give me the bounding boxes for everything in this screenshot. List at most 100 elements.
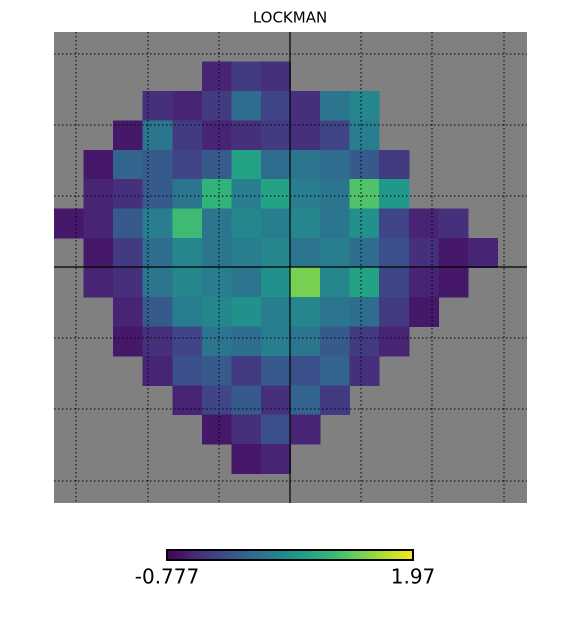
map-cell <box>231 444 262 475</box>
map-cell <box>201 149 232 180</box>
map-cell <box>260 120 291 151</box>
map-cell <box>320 179 351 210</box>
map-cell <box>231 385 262 416</box>
map-cell <box>379 238 410 268</box>
map-cell <box>172 267 203 298</box>
map-cell <box>113 179 144 210</box>
map-cell <box>290 179 321 210</box>
map-cell <box>408 238 439 268</box>
map-cell <box>231 238 262 268</box>
map-cell <box>379 267 410 298</box>
colorbar-max-label: 1.97 <box>391 565 436 589</box>
map-cell <box>349 179 380 210</box>
map-cell <box>113 267 144 298</box>
map-cell <box>231 61 262 92</box>
map-cell <box>172 326 203 357</box>
map-cell <box>83 149 114 180</box>
map-cell <box>142 238 173 268</box>
map-cell <box>438 267 469 298</box>
map-cell <box>201 208 232 239</box>
map-cell <box>320 149 351 180</box>
map-cell <box>260 355 291 386</box>
map-cell <box>260 238 291 268</box>
map-cell <box>142 296 173 327</box>
map-cell <box>201 385 232 416</box>
map-cell <box>201 267 232 298</box>
map-cell <box>172 90 203 121</box>
map-cell <box>349 90 380 121</box>
map-cell <box>290 414 321 445</box>
map-cell <box>290 90 321 121</box>
map-cell <box>231 296 262 327</box>
map-cell <box>54 208 85 239</box>
map-cell <box>320 355 351 386</box>
map-cell <box>379 296 410 327</box>
map-cell <box>438 208 469 239</box>
map-cell <box>467 238 498 268</box>
map-cell <box>260 444 291 475</box>
map-cell <box>290 208 321 239</box>
map-cell <box>201 179 232 210</box>
map-cell <box>260 149 291 180</box>
map-cell <box>320 296 351 327</box>
map-cell <box>408 296 439 327</box>
map-cell <box>201 238 232 268</box>
map-cell <box>349 208 380 239</box>
map-cell <box>231 267 262 298</box>
map-cell <box>83 238 114 268</box>
map-cell <box>83 267 114 298</box>
map-cell <box>83 179 114 210</box>
map-cell <box>379 149 410 180</box>
map-cell <box>201 61 232 92</box>
map-cell <box>408 267 439 298</box>
map-cell <box>142 90 173 121</box>
map-cell <box>320 267 351 298</box>
map-cell <box>349 238 380 268</box>
map-cell <box>290 355 321 386</box>
map-cell <box>349 355 380 386</box>
colorbar-min-label: -0.777 <box>135 565 199 589</box>
map-cell <box>231 414 262 445</box>
map-cell <box>349 267 380 298</box>
map-cell <box>142 326 173 357</box>
map-cell <box>142 149 173 180</box>
map-cell <box>172 296 203 327</box>
map-cell <box>290 120 321 151</box>
map-cell <box>172 385 203 416</box>
map-cell <box>142 179 173 210</box>
map-cell <box>290 385 321 416</box>
map-cell <box>320 238 351 268</box>
map-cell <box>83 208 114 239</box>
map-cell <box>408 208 439 239</box>
map-cell <box>172 208 203 239</box>
map-cell <box>260 326 291 357</box>
map-cell <box>142 208 173 239</box>
colorbar <box>166 549 414 561</box>
map-cell <box>349 296 380 327</box>
map-cell <box>260 61 291 92</box>
map-cell <box>379 326 410 357</box>
map-cell <box>231 179 262 210</box>
map-cell <box>113 238 144 268</box>
map-cell <box>260 208 291 239</box>
map-cell <box>260 90 291 121</box>
map-cell <box>231 208 262 239</box>
map-cell <box>231 149 262 180</box>
map-cell <box>290 326 321 357</box>
map-cell <box>260 385 291 416</box>
map-cell <box>113 296 144 327</box>
map-cell <box>113 149 144 180</box>
map-cell <box>113 208 144 239</box>
map-cell <box>438 238 469 268</box>
map-cell <box>172 149 203 180</box>
map-cell <box>290 267 321 298</box>
map-cell <box>142 267 173 298</box>
map-cell <box>260 414 291 445</box>
map-cell <box>231 90 262 121</box>
chart-title: LOCKMAN <box>253 9 327 27</box>
map-cell <box>201 90 232 121</box>
map-cell <box>290 238 321 268</box>
map-cell <box>290 296 321 327</box>
